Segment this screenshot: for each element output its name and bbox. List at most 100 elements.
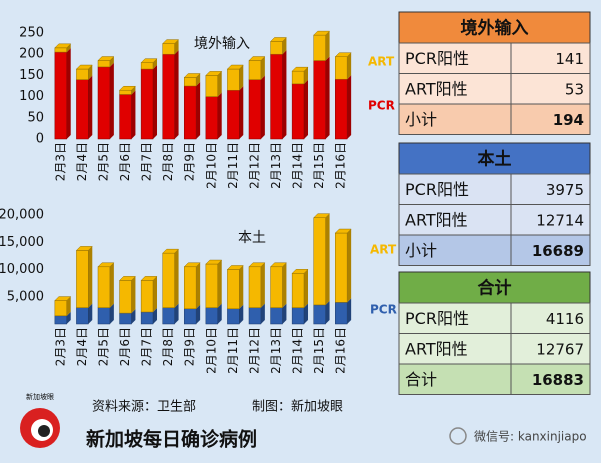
x-tick-label: 2月4日 [75,327,89,366]
bar-top [54,296,72,301]
bar [313,217,326,306]
y-tick-label: 15,000 [0,235,44,250]
table-header [398,11,591,44]
bar-top [97,262,115,268]
bar [162,53,175,140]
x-tick-label: 2月9日 [183,327,197,366]
bar [76,79,89,140]
bar-top [269,37,288,42]
bar-top [118,276,137,281]
x-tick-label: 2月6日 [118,142,132,181]
bar-side [304,67,309,84]
bar-top [334,52,352,57]
headline: 新加坡每日确诊病例 [86,428,257,451]
bar-side [239,86,244,139]
table-cell [510,204,591,236]
x-tick-label: 2月12日 [247,142,261,189]
bar-top [226,265,244,270]
bar-side [174,39,179,55]
bar [162,307,175,325]
made-by: 制图：新加坡眼 [252,399,343,415]
bar-side [347,52,352,80]
y-tick-label: 250 [19,26,44,41]
table-cell [398,42,512,74]
bar-side [88,65,93,80]
bar-side [109,303,114,324]
bar [291,70,305,85]
table-title: 境外输入 [461,18,529,39]
chart-title: 境外输入 [194,36,250,52]
x-tick-label: 2月14日 [291,142,305,189]
bar-side [282,50,287,140]
bar [119,89,132,95]
bar-side [196,304,201,324]
bar-side [260,303,265,324]
x-tick-label: 2月13日 [269,142,283,189]
bar [291,307,305,325]
bar-side [325,213,330,305]
bar [119,280,132,314]
bar [76,307,89,325]
table-cell [398,103,512,135]
bar-top [162,248,180,254]
bar [76,68,89,80]
row-label: PCR阳性 [405,49,469,68]
table-cell [398,204,512,236]
bar [97,60,111,68]
bar-side [153,276,158,313]
x-tick-label: 2月6日 [118,327,132,366]
logo-text: 新加坡眼 [26,392,54,401]
bar-side [196,82,201,139]
bar-top [334,228,352,234]
bar-top [291,269,309,274]
bar [54,51,67,140]
row-label: 小计 [405,241,437,260]
bar [205,307,218,325]
bar-side [88,246,93,308]
bar-side [347,75,352,139]
table-header [398,142,591,175]
x-tick-label: 2月7日 [140,142,154,181]
bar-top [183,73,201,78]
bar-side [217,92,222,139]
bar-side [304,269,309,308]
y-tick-label: 20,000 [0,208,44,223]
table-title: 本土 [478,149,512,170]
bar [291,273,305,308]
row-value: 141 [555,50,584,68]
y-tick-label: 100 [19,89,44,104]
bar-side [325,56,330,140]
bar [54,315,67,325]
x-tick-label: 2月14日 [291,327,305,374]
x-tick-label: 2月7日 [140,327,154,366]
bar-side [260,75,265,139]
table-header [398,271,591,304]
bar-top [75,246,93,251]
logo-pupil [38,425,50,437]
bar [184,85,197,140]
legend-label: PCR [368,99,395,113]
chart-title: 本土 [238,230,266,246]
y-tick-label: 0 [36,132,44,147]
bar [335,56,348,80]
bar-top [54,43,72,49]
bar-side [325,31,330,61]
bar-side [66,296,71,316]
y-tick-label: 150 [19,68,44,83]
bar-top [248,262,266,268]
bar [97,66,111,140]
x-tick-label: 2月3日 [53,142,67,181]
y-tick-label: 50 [27,110,44,125]
x-tick-label: 2月12日 [247,327,261,374]
x-tick-label: 2月10日 [204,142,218,189]
x-tick-label: 2月4日 [75,142,89,181]
bar-side [347,298,352,324]
bar-top [313,30,331,36]
bar [205,263,218,308]
row-value: 16883 [532,371,584,389]
row-label: PCR阳性 [405,309,469,328]
row-label: ART阳性 [405,210,468,229]
bar [248,307,262,325]
bar-side [217,303,222,324]
bar-side [66,311,71,324]
